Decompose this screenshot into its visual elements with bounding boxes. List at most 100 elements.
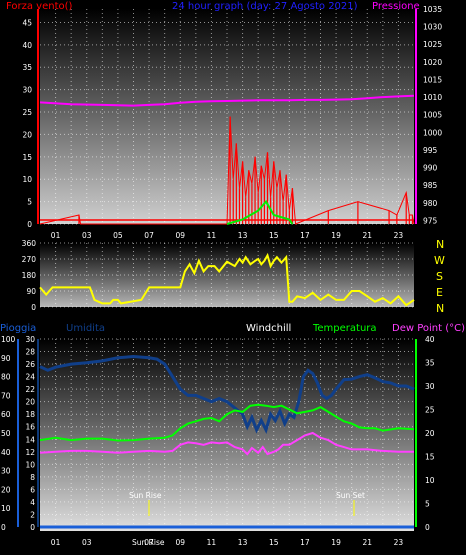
direction-tick-label: 90 xyxy=(26,287,36,296)
wind-tick-label: 10 xyxy=(22,175,32,184)
top-x-tick-label: 11 xyxy=(207,231,217,240)
pressure-tick-label: 995 xyxy=(423,146,438,155)
rain-tick-label: 90 xyxy=(1,354,11,363)
wind-tick-label: 20 xyxy=(22,130,32,139)
pressure-label: Pressione xyxy=(372,1,420,12)
direction-series-line xyxy=(39,252,415,307)
humidity-tick-label: 24 xyxy=(25,373,35,382)
direction-tick-label: 360 xyxy=(22,239,37,248)
wind-panel xyxy=(40,9,414,224)
bottom-x-tick-label: 19 xyxy=(331,538,341,547)
rain-tick-label: 80 xyxy=(1,373,11,382)
rain-tick-label: 100 xyxy=(1,335,16,344)
wind-tick-label: 0 xyxy=(27,220,32,229)
pressure-tick-label: 1020 xyxy=(423,58,442,67)
humidity-tick-label: 14 xyxy=(25,435,35,444)
bottom-x-tick-label: 17 xyxy=(300,538,310,547)
humidity-tick-label: 30 xyxy=(25,335,35,344)
wind-tick-label: 30 xyxy=(22,86,32,95)
pressure-tick-label: 1030 xyxy=(423,23,442,32)
top-x-tick-label: 09 xyxy=(175,231,185,240)
top-x-tick-label: 17 xyxy=(300,231,310,240)
bottom-x-tick-label: 15 xyxy=(269,538,279,547)
wind-tick-label: 35 xyxy=(22,63,32,72)
bottom-x-tick-label: 01 xyxy=(51,538,61,547)
temperature-tick-label: 40 xyxy=(425,335,435,344)
rain-tick-label: 30 xyxy=(1,467,11,476)
pressure-tick-label: 1035 xyxy=(423,5,442,14)
temperature-tick-label: 0 xyxy=(425,523,430,532)
temperature-tick-label: 5 xyxy=(425,500,430,509)
compass-w: W xyxy=(434,254,445,267)
bottom-x-tick-label: 21 xyxy=(362,538,372,547)
top-x-tick-label: 13 xyxy=(238,231,248,240)
humidity-tick-label: 2 xyxy=(30,510,35,519)
bottom-x-tick-label: 23 xyxy=(394,538,404,547)
temperature-tick-label: 25 xyxy=(425,406,435,415)
bottom-x-tick-label: 13 xyxy=(238,538,248,547)
gust-series-line xyxy=(226,199,294,225)
humidity-tick-label: 26 xyxy=(25,360,35,369)
rain-tick-label: 70 xyxy=(1,391,11,400)
chart-title: 24 hour graph (day: 27 Agosto 2021) xyxy=(172,1,358,12)
humidity-series-line xyxy=(39,354,415,434)
wind-tick-label: 15 xyxy=(22,153,32,162)
temperature-tick-label: 20 xyxy=(425,429,435,438)
direction-tick-label: 270 xyxy=(22,255,37,264)
top-x-tick-label: 03 xyxy=(82,231,92,240)
pressure-tick-label: 1005 xyxy=(423,111,442,120)
pressure-tick-label: 1015 xyxy=(423,75,442,84)
compass-n-top: N xyxy=(436,238,444,251)
compass-s: S xyxy=(436,270,443,283)
rain-tick-label: 20 xyxy=(1,485,11,494)
humidity-tick-label: 18 xyxy=(25,410,35,419)
rain-tick-label: 40 xyxy=(1,448,11,457)
humidity-tick-label: 0 xyxy=(30,523,35,532)
pressure-tick-label: 985 xyxy=(423,181,438,190)
pressure-tick-label: 975 xyxy=(423,216,438,225)
top-x-tick-label: 15 xyxy=(269,231,279,240)
wind-tick-label: 45 xyxy=(22,18,32,27)
top-x-tick-label: 23 xyxy=(394,231,404,240)
humidity-tick-label: 28 xyxy=(25,348,35,357)
temperature-tick-label: 15 xyxy=(425,453,435,462)
temperature-series-line xyxy=(39,403,415,442)
x-sun-rise-label: Sun Rise xyxy=(132,538,165,547)
wind-series-line xyxy=(39,116,415,225)
bottom-x-tick-label: 11 xyxy=(207,538,217,547)
wind-tick-label: 5 xyxy=(27,198,32,207)
dew-point-series-line xyxy=(39,431,414,456)
humidity-tick-label: 20 xyxy=(25,398,35,407)
rain-tick-label: 10 xyxy=(1,504,11,513)
humidity-tick-label: 4 xyxy=(30,498,35,507)
top-x-tick-label: 05 xyxy=(113,231,123,240)
windchill-label: Windchill xyxy=(246,323,291,334)
pressure-tick-label: 990 xyxy=(423,164,438,173)
humidity-tick-label: 12 xyxy=(25,448,35,457)
bottom-x-tick-label: 07 xyxy=(144,538,154,547)
humidity-tick-label: 16 xyxy=(25,423,35,432)
wind-tick-label: 40 xyxy=(22,41,32,50)
humidity-tick-label: 10 xyxy=(25,460,35,469)
dew-point-label: Dew Point (°C) xyxy=(392,323,465,334)
top-x-tick-label: 07 xyxy=(144,231,154,240)
pressure-tick-label: 1000 xyxy=(423,128,442,137)
rain-tick-label: 60 xyxy=(1,410,11,419)
humidity-tick-label: 8 xyxy=(30,473,35,482)
temperature-tick-label: 10 xyxy=(425,476,435,485)
top-x-tick-label: 19 xyxy=(331,231,341,240)
rain-tick-label: 0 xyxy=(1,523,6,532)
wind-tick-label: 25 xyxy=(22,108,32,117)
temperature-label: Temperatura xyxy=(312,323,377,334)
bottom-x-tick-label: 03 xyxy=(82,538,92,547)
sun-rise-label: Sun Rise xyxy=(129,491,162,500)
humidity-label: Umidita xyxy=(66,323,105,334)
compass-e: E xyxy=(436,286,443,299)
direction-tick-label: 0 xyxy=(31,303,36,312)
top-x-tick-label: 21 xyxy=(362,231,372,240)
temperature-tick-label: 35 xyxy=(425,359,435,368)
humidity-tick-label: 6 xyxy=(30,485,35,494)
compass-n-bottom: N xyxy=(436,302,444,315)
direction-tick-label: 180 xyxy=(22,271,37,280)
